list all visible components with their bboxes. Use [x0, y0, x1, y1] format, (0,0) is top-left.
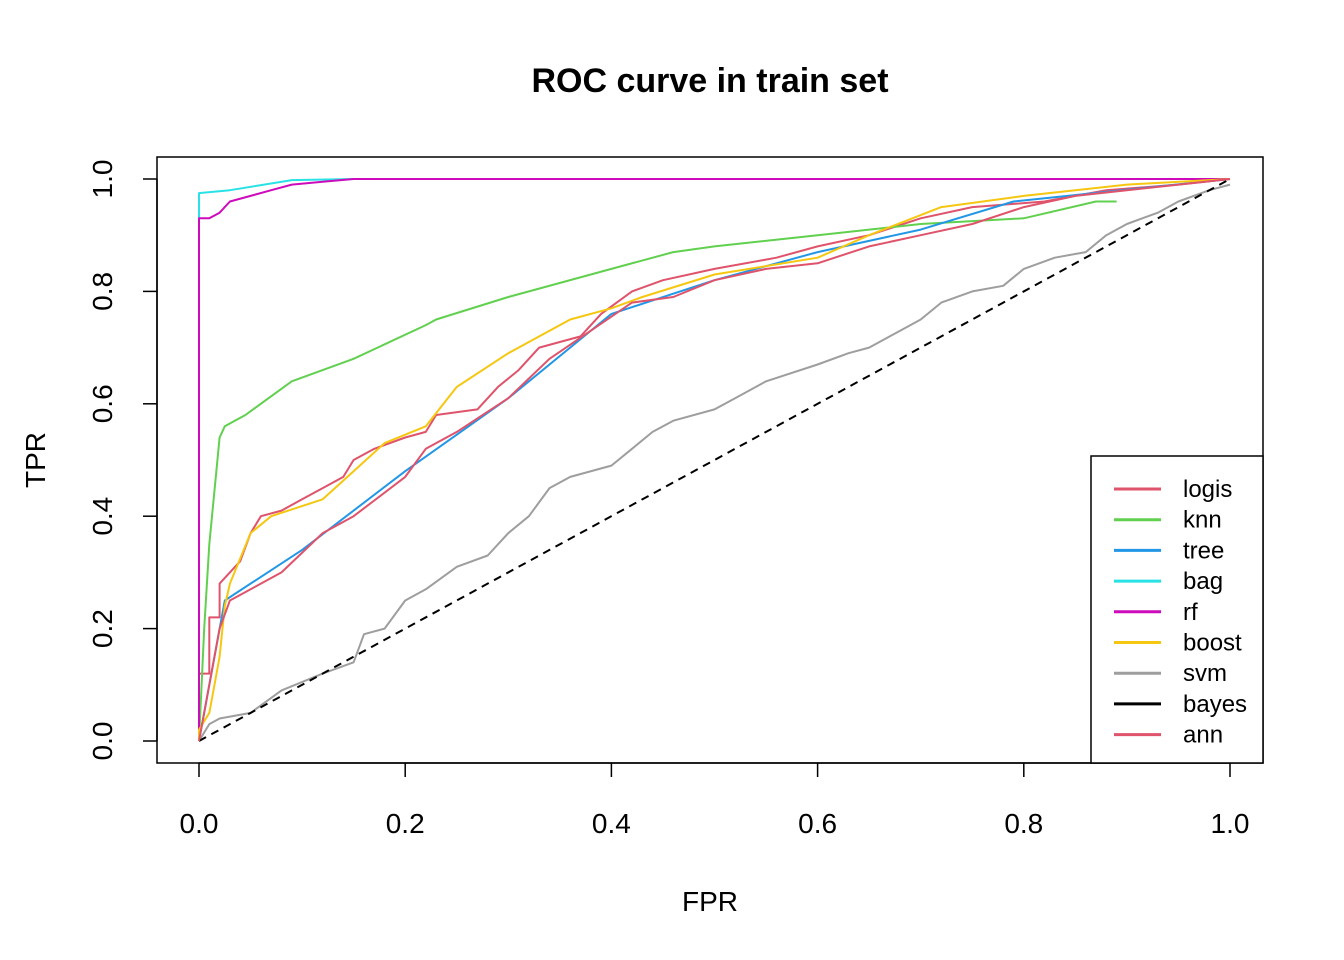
legend-box: [1090, 455, 1264, 764]
legend-label-bag: bag: [1183, 568, 1223, 595]
x-tick-label: 0.8: [1004, 808, 1043, 839]
legend-label-ann: ann: [1183, 722, 1223, 749]
x-tick-label: 1.0: [1211, 808, 1250, 839]
y-tick-label: 1.0: [87, 160, 118, 199]
legend-label-tree: tree: [1183, 537, 1224, 564]
y-axis-label: TPR: [20, 432, 51, 488]
axes-layer: 0.0 0.2 0.4 0.6 0.8 1.0 0.0 0.2 0.4 0.6 0.8 1.0: [87, 160, 1249, 839]
legend-label-knn: knn: [1183, 507, 1222, 534]
x-tick-label: 0.6: [798, 808, 837, 839]
y-tick-label: 0.6: [87, 384, 118, 423]
legend-label-boost: boost: [1183, 630, 1242, 657]
legend-label-logis: logis: [1183, 476, 1232, 503]
y-tick-label: 0.2: [87, 609, 118, 648]
x-axis-label: FPR: [682, 886, 738, 917]
y-tick-label: 0.4: [87, 497, 118, 536]
chart-title: ROC curve in train set: [531, 62, 888, 100]
y-tick-label: 0.8: [87, 272, 118, 311]
series-line-logis: [198, 178, 1231, 741]
x-tick-label: 0.0: [180, 808, 219, 839]
series-line-tree: [198, 178, 1231, 742]
x-tick-label: 0.4: [592, 808, 631, 839]
y-tick-label: 0.0: [87, 722, 118, 761]
legend: logis knn tree bag rf boost svm bayes ann: [1090, 455, 1264, 764]
series-line-rf: [198, 178, 1230, 741]
series-line-knn: [198, 200, 1117, 742]
legend-label-bayes: bayes: [1183, 691, 1247, 718]
series-line-ann: [198, 178, 1231, 742]
legend-label-rf: rf: [1183, 599, 1198, 626]
series-layer: [198, 178, 1231, 742]
series-line-svm: [198, 183, 1231, 742]
x-tick-label: 0.2: [386, 808, 425, 839]
legend-label-svm: svm: [1183, 660, 1227, 687]
series-line-boost: [198, 178, 1231, 741]
